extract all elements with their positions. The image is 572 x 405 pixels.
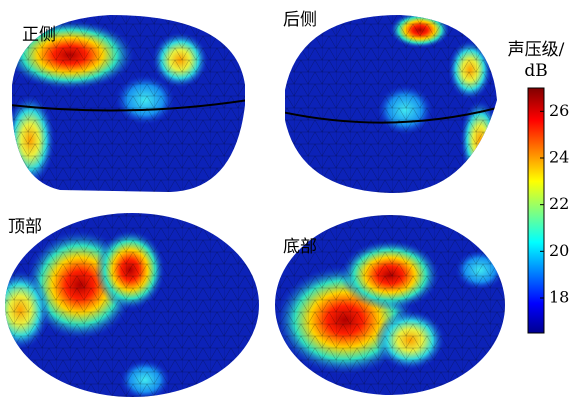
tick-label: 26 <box>549 101 569 120</box>
panel-label: 顶部 <box>8 217 42 237</box>
colorbar-title: 声压级/ <box>508 40 565 60</box>
tick-label: 20 <box>549 241 569 260</box>
tick-label: 22 <box>549 194 569 213</box>
colorbar <box>528 88 544 333</box>
tick-label: 18 <box>549 288 569 307</box>
colorbar-title: dB <box>524 61 547 81</box>
panel-label: 底部 <box>283 237 317 257</box>
panel-label: 正侧 <box>22 25 56 45</box>
panel-label: 后侧 <box>283 10 317 30</box>
figure: 正侧 后侧 顶部 底部 声压级/ dB 18 20 22 24 26 <box>0 0 572 401</box>
tick-label: 24 <box>549 148 569 167</box>
top-view <box>0 210 265 401</box>
back-view <box>270 0 510 200</box>
